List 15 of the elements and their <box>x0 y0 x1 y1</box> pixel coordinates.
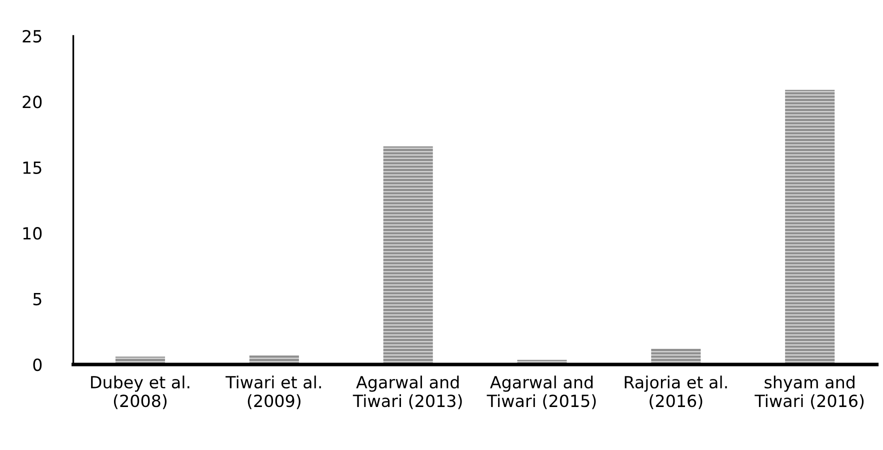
y-tick-label: 0 <box>33 358 42 372</box>
bar <box>785 90 835 364</box>
x-tick-label: Agarwal and Tiwari (2013) <box>352 376 462 410</box>
bar <box>651 348 701 364</box>
y-tick-label: 20 <box>22 96 42 108</box>
y-tick-label: 25 <box>22 30 42 43</box>
y-tick-label: 10 <box>23 227 42 240</box>
x-tick-label: Rajoria et al. (2016) <box>624 376 727 410</box>
x-tick-label: Tiwari et al. (2009) <box>226 376 321 410</box>
x-tick-label: shyam and Tiwari (2016) <box>754 376 864 410</box>
x-tick-label: Agarwal and Tiwari (2015) <box>486 376 596 410</box>
y-tick-label: 15 <box>23 162 42 174</box>
y-tick-label: 5 <box>33 292 42 306</box>
bar <box>383 146 433 364</box>
x-tick-label: Dubey et al. (2008) <box>91 376 190 410</box>
